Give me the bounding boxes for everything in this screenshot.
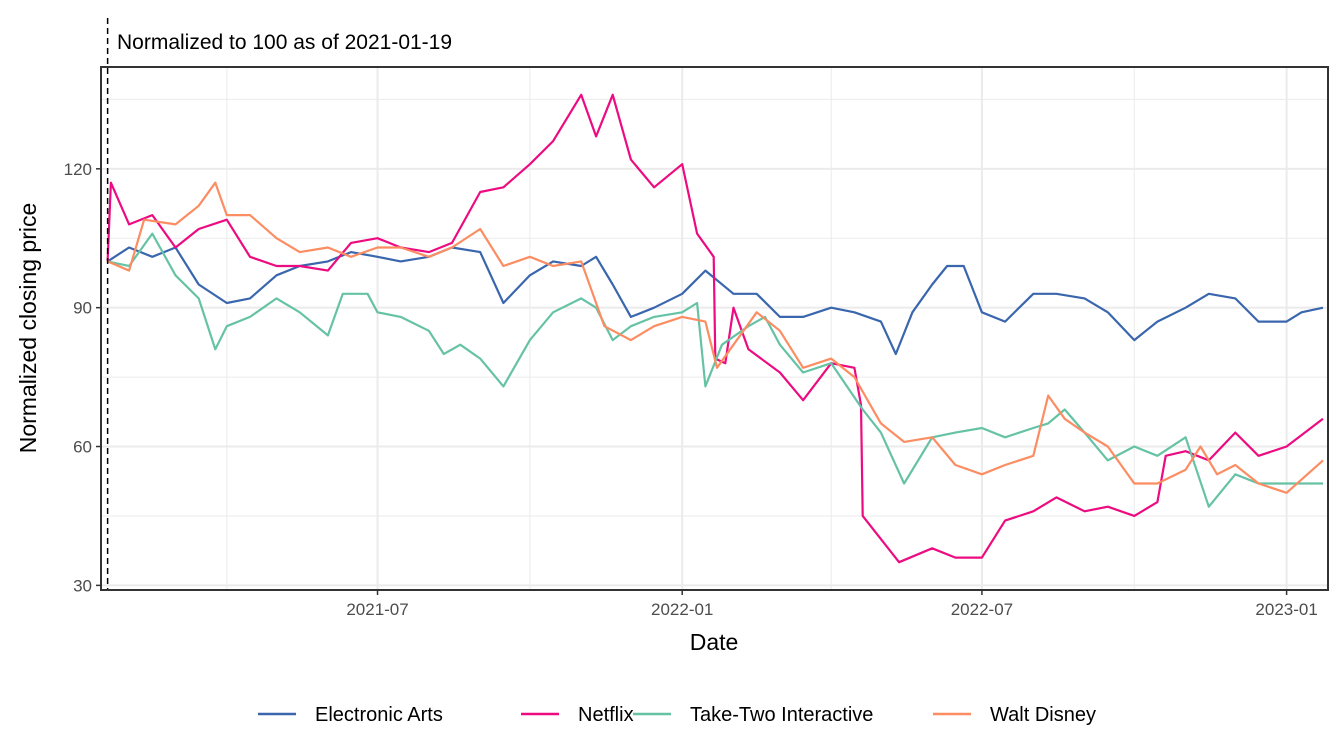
x-axis-title: Date [690, 629, 739, 655]
series-line-walt-disney [107, 181, 1324, 494]
legend-label: Electronic Arts [315, 704, 443, 726]
x-tick-label: 2022-07 [951, 600, 1013, 619]
x-tick-label: 2021-07 [346, 600, 408, 619]
reference-annotation: Normalized to 100 as of 2021-01-19 [117, 31, 452, 54]
legend-label: Take-Two Interactive [690, 704, 873, 726]
legend-item: Netflix [521, 704, 634, 726]
series-line-take-two-interactive [107, 232, 1323, 508]
series-line-netflix [106, 93, 1324, 564]
plot-panel-border [100, 66, 1329, 591]
axis-ticks: 30 60 90 120 2021-07 2022-01 2022-07 2023-01 [64, 160, 1318, 619]
x-tick-label: 2023-01 [1255, 600, 1317, 619]
legend-label: Netflix [578, 704, 634, 726]
y-tick-label: 30 [73, 576, 92, 595]
y-axis-title: Normalized closing price [15, 203, 41, 454]
y-tick-label: 120 [64, 160, 92, 179]
legend-item: Walt Disney [933, 704, 1096, 726]
grid [101, 67, 1328, 590]
legend: Electronic Arts Netflix Take-Two Interacti… [258, 704, 1096, 726]
series-lines [106, 93, 1324, 564]
x-tick-label: 2022-01 [651, 600, 713, 619]
series-line-electronic-arts [107, 246, 1324, 356]
legend-item: Electronic Arts [258, 704, 443, 726]
legend-item: Take-Two Interactive [633, 704, 873, 726]
y-tick-label: 60 [73, 438, 92, 457]
y-tick-label: 90 [73, 299, 92, 318]
legend-label: Walt Disney [990, 704, 1096, 726]
